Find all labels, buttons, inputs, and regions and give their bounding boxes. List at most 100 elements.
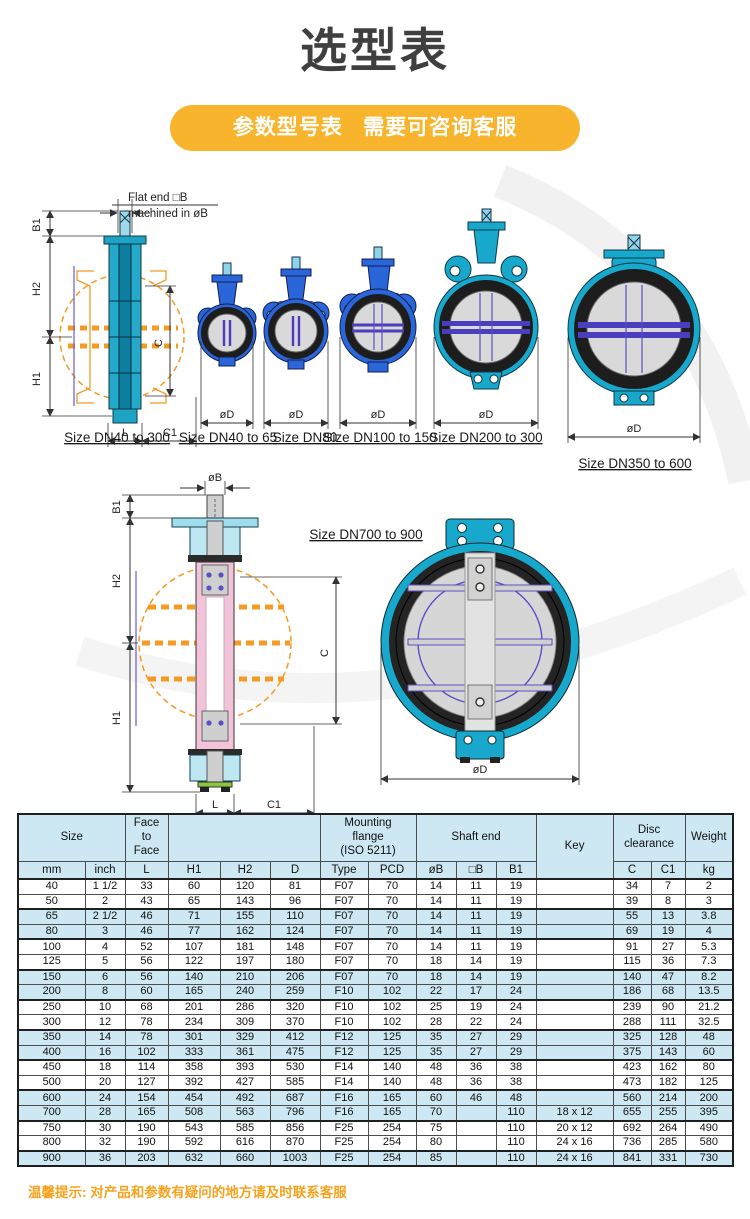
- column-header: PCD: [367, 861, 417, 880]
- table-cell: 182: [650, 1074, 686, 1091]
- table-cell: 78: [124, 1014, 169, 1031]
- table-cell: 700: [17, 1104, 86, 1122]
- table-cell: 27: [650, 938, 686, 955]
- table-cell: 46: [124, 923, 169, 940]
- table-cell: 239: [612, 998, 652, 1016]
- table-cell: 186: [612, 984, 652, 1001]
- table-cell: 70: [367, 953, 417, 971]
- column-header: □B: [455, 861, 497, 880]
- column-header: B1: [495, 861, 537, 880]
- table-cell: 56: [124, 968, 169, 986]
- table-cell: 1 1/2: [84, 877, 126, 895]
- table-cell: F07: [319, 923, 369, 940]
- table-cell: 10: [84, 998, 126, 1016]
- table-cell: 77: [167, 923, 221, 940]
- table-cell: [535, 998, 614, 1016]
- table-cell: 140: [367, 1059, 417, 1076]
- table-cell: 190: [124, 1135, 169, 1152]
- front-view-dn200-300: øD Size DN200 to 300: [429, 208, 543, 445]
- caption-dn40-300: Size DN40 to 300: [64, 430, 170, 445]
- column-group-header: Mounting flange (ISO 5211): [319, 813, 417, 862]
- side-view-dn40-300: Flat end □B machined in øB B1 H2 H1 C L …: [31, 192, 218, 447]
- column-group-header: Disc clearance: [612, 813, 686, 862]
- table-row: 750 30 190 543 585 856 F25 254 75 110 20 x 12 692 26…: [17, 1119, 734, 1137]
- table-cell: 900: [17, 1149, 86, 1167]
- dim-label-c: C: [319, 649, 331, 657]
- table-row: 500 20 127 392 427 585 F14 140 48 36 38 473 182 125: [17, 1074, 734, 1091]
- table-cell: 107: [167, 938, 221, 955]
- table-cell: 585: [269, 1074, 321, 1091]
- table-cell: F12: [319, 1044, 369, 1061]
- table-cell: 19: [495, 938, 537, 955]
- column-group-header: [167, 813, 321, 862]
- table-cell: 22: [415, 984, 457, 1001]
- table-cell: 361: [219, 1044, 271, 1061]
- table-cell: 412: [269, 1028, 321, 1046]
- table-row: 250 10 68 201 286 320 F10 102 25 19 24 239 90 21.2: [17, 998, 734, 1016]
- table-cell: 46: [455, 1089, 497, 1106]
- table-cell: 102: [124, 1044, 169, 1061]
- table-cell: 427: [219, 1074, 271, 1091]
- dim-label-od: øD: [479, 409, 494, 421]
- table-cell: 19: [495, 908, 537, 925]
- table-cell: 100: [17, 938, 86, 955]
- table-cell: 35: [415, 1028, 457, 1046]
- table-cell: 423: [612, 1059, 652, 1076]
- table-cell: 870: [269, 1135, 321, 1152]
- table-cell: F12: [319, 1028, 369, 1046]
- table-cell: 750: [17, 1119, 86, 1137]
- dim-label-b1: B1: [111, 500, 123, 513]
- table-cell: 29: [495, 1028, 537, 1046]
- table-row: 300 12 78 234 309 370 F10 102 28 22 24 288 111 32.5: [17, 1014, 734, 1031]
- table-cell: [535, 968, 614, 986]
- caption-dn700-900: Size DN700 to 900: [309, 527, 422, 542]
- table-cell: 490: [684, 1119, 734, 1137]
- table-cell: 8.2: [684, 968, 734, 986]
- side-view-dn700-900: øB B1 H2 H1 C L C1 Size DN700 to 900: [111, 472, 423, 813]
- table-cell: 60: [684, 1044, 734, 1061]
- table-cell: 125: [367, 1028, 417, 1046]
- dim-label-l: L: [212, 799, 218, 811]
- table-cell: 50: [17, 893, 86, 910]
- table-cell: 687: [269, 1089, 321, 1106]
- table-cell: 125: [684, 1074, 734, 1091]
- table-cell: 585: [219, 1119, 271, 1137]
- table-cell: 13: [650, 908, 686, 925]
- table-cell: 14: [415, 908, 457, 925]
- table-cell: 16: [84, 1044, 126, 1061]
- table-cell: 60: [124, 984, 169, 1001]
- table-cell: F07: [319, 938, 369, 955]
- table-cell: 28: [415, 1014, 457, 1031]
- table-row: 350 14 78 301 329 412 F12 125 35 27 29 325 128 48: [17, 1028, 734, 1046]
- table-cell: F10: [319, 984, 369, 1001]
- table-cell: 120: [219, 877, 271, 895]
- table-cell: 13.5: [684, 984, 734, 1001]
- front-view-dn700-900: øD: [380, 518, 580, 785]
- caption-dn100-150: Size DN100 to 150: [323, 430, 436, 445]
- table-row: 125 5 56 122 197 180 F07 70 18 14 19 115 36 7.3: [17, 953, 734, 971]
- table-cell: 165: [124, 1104, 169, 1122]
- table-cell: 325: [612, 1028, 652, 1046]
- table-cell: 90: [650, 998, 686, 1016]
- table-row: 80 3 46 77 162 124 F07 70 14 11 19 69 19 4: [17, 923, 734, 940]
- table-cell: 75: [415, 1119, 457, 1137]
- table-cell: 36: [84, 1149, 126, 1167]
- table-cell: 508: [167, 1104, 221, 1122]
- table-cell: 32: [84, 1135, 126, 1152]
- table-cell: 32.5: [684, 1014, 734, 1031]
- table-cell: 8: [84, 984, 126, 1001]
- dim-label-od: øD: [220, 409, 235, 421]
- table-cell: 254: [367, 1149, 417, 1167]
- table-cell: 102: [367, 1014, 417, 1031]
- table-cell: 47: [650, 968, 686, 986]
- table-cell: 11: [455, 923, 497, 940]
- table-cell: 69: [612, 923, 652, 940]
- table-cell: 600: [17, 1089, 86, 1106]
- table-cell: 70: [367, 908, 417, 925]
- table-cell: F16: [319, 1089, 369, 1106]
- table-cell: 190: [124, 1119, 169, 1137]
- table-cell: 24: [495, 1014, 537, 1031]
- table-cell: 70: [367, 938, 417, 955]
- table-cell: 473: [612, 1074, 652, 1091]
- table-cell: 4: [84, 938, 126, 955]
